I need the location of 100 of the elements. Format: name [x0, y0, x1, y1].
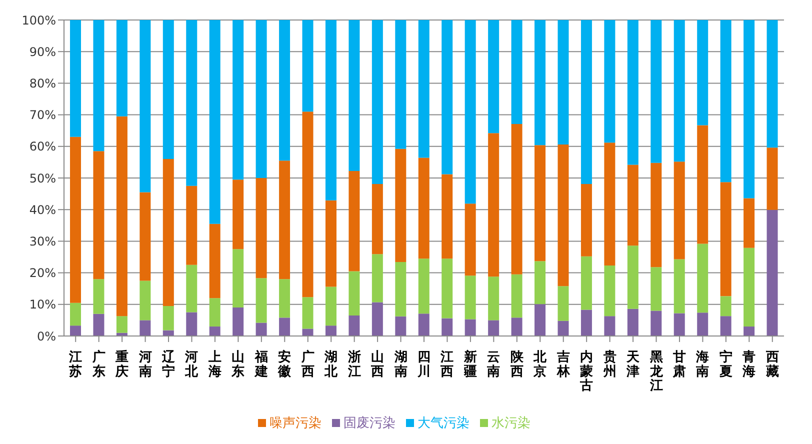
x-tick-label: 四川	[416, 350, 430, 380]
bar	[650, 162, 662, 268]
y-tick-label: 0%	[36, 329, 56, 344]
bar	[302, 112, 314, 298]
bar	[186, 312, 198, 336]
bar	[140, 280, 151, 320]
bar	[209, 20, 220, 224]
bar	[744, 248, 755, 327]
x-tick-label: 江苏	[68, 350, 82, 380]
bar	[766, 20, 778, 148]
bar	[580, 310, 592, 336]
bar	[511, 20, 522, 124]
bar	[140, 192, 151, 281]
bar	[697, 20, 708, 126]
bar	[558, 144, 569, 286]
x-tick-label: 吉林	[556, 350, 571, 380]
bar	[534, 20, 546, 146]
bar	[116, 316, 128, 333]
bar	[256, 278, 267, 323]
bar	[418, 258, 430, 314]
bar	[70, 326, 81, 336]
bar	[162, 159, 174, 306]
bar	[348, 20, 360, 172]
y-tick-label: 80%	[29, 76, 56, 90]
bar	[209, 326, 220, 336]
legend-label: 噪声污染	[270, 416, 322, 431]
bar	[534, 145, 546, 262]
bar	[464, 204, 476, 276]
bar	[325, 326, 336, 336]
bar	[418, 314, 430, 336]
x-tick-label: 新疆	[462, 349, 477, 380]
bar	[70, 302, 81, 326]
bar	[93, 314, 104, 336]
bar	[279, 20, 290, 161]
bar	[140, 320, 151, 336]
bar	[604, 142, 616, 266]
bar	[511, 274, 522, 318]
bar	[650, 267, 662, 311]
y-tick-label: 20%	[29, 266, 56, 280]
y-tick-label: 100%	[22, 13, 56, 28]
bar	[186, 20, 198, 186]
x-tick-label: 山西	[370, 350, 384, 380]
bar	[720, 296, 732, 316]
bar	[442, 174, 453, 259]
bar	[558, 286, 569, 321]
bar	[348, 271, 360, 316]
bar	[418, 158, 430, 259]
bar	[256, 20, 267, 178]
bar	[279, 318, 290, 336]
bar	[325, 286, 336, 326]
bar	[372, 302, 383, 336]
x-tick-label: 广西	[300, 349, 314, 380]
bar	[93, 151, 104, 280]
bar	[674, 313, 685, 336]
bar	[348, 315, 360, 336]
bar	[93, 20, 104, 152]
bar	[627, 308, 638, 336]
bar	[116, 20, 128, 116]
bar	[395, 316, 406, 336]
bar	[70, 20, 81, 137]
x-tick-label: 黑龙江	[648, 350, 664, 394]
bar	[697, 312, 708, 336]
x-tick-label: 辽宁	[161, 350, 176, 380]
bar	[744, 20, 755, 198]
y-tick-label: 40%	[29, 202, 56, 217]
y-tick-label: 30%	[29, 234, 56, 248]
x-tick-label: 天津	[626, 350, 641, 380]
x-tick-label: 山东	[230, 350, 245, 380]
bar	[488, 133, 500, 277]
bar	[534, 261, 546, 304]
bar	[650, 310, 662, 336]
bar	[116, 116, 128, 316]
bar	[720, 316, 732, 336]
x-tick-label: 福建	[254, 349, 268, 380]
bar	[372, 254, 383, 302]
bar	[442, 318, 453, 336]
y-tick-label: 90%	[29, 44, 56, 59]
bar	[162, 20, 174, 160]
legend-label: 大气污染	[418, 416, 470, 431]
y-tick-label: 60%	[29, 140, 56, 154]
bar	[766, 148, 778, 210]
bar	[186, 186, 198, 265]
bar	[604, 266, 616, 316]
x-tick-label: 河北	[184, 350, 200, 380]
bar	[766, 210, 778, 336]
bar	[209, 224, 220, 298]
bar	[627, 246, 638, 309]
bar	[232, 20, 244, 180]
x-tick-label: 上海	[207, 350, 222, 380]
bar	[674, 20, 685, 162]
bar	[442, 258, 453, 318]
x-tick-label: 河南	[138, 350, 152, 380]
bar	[511, 124, 522, 274]
bar	[744, 198, 755, 248]
x-tick-label: 云南	[486, 350, 500, 380]
bar	[302, 297, 314, 329]
x-tick-label: 贵州	[602, 349, 616, 380]
bar	[674, 162, 685, 260]
bar	[348, 171, 360, 272]
bar	[186, 264, 198, 312]
